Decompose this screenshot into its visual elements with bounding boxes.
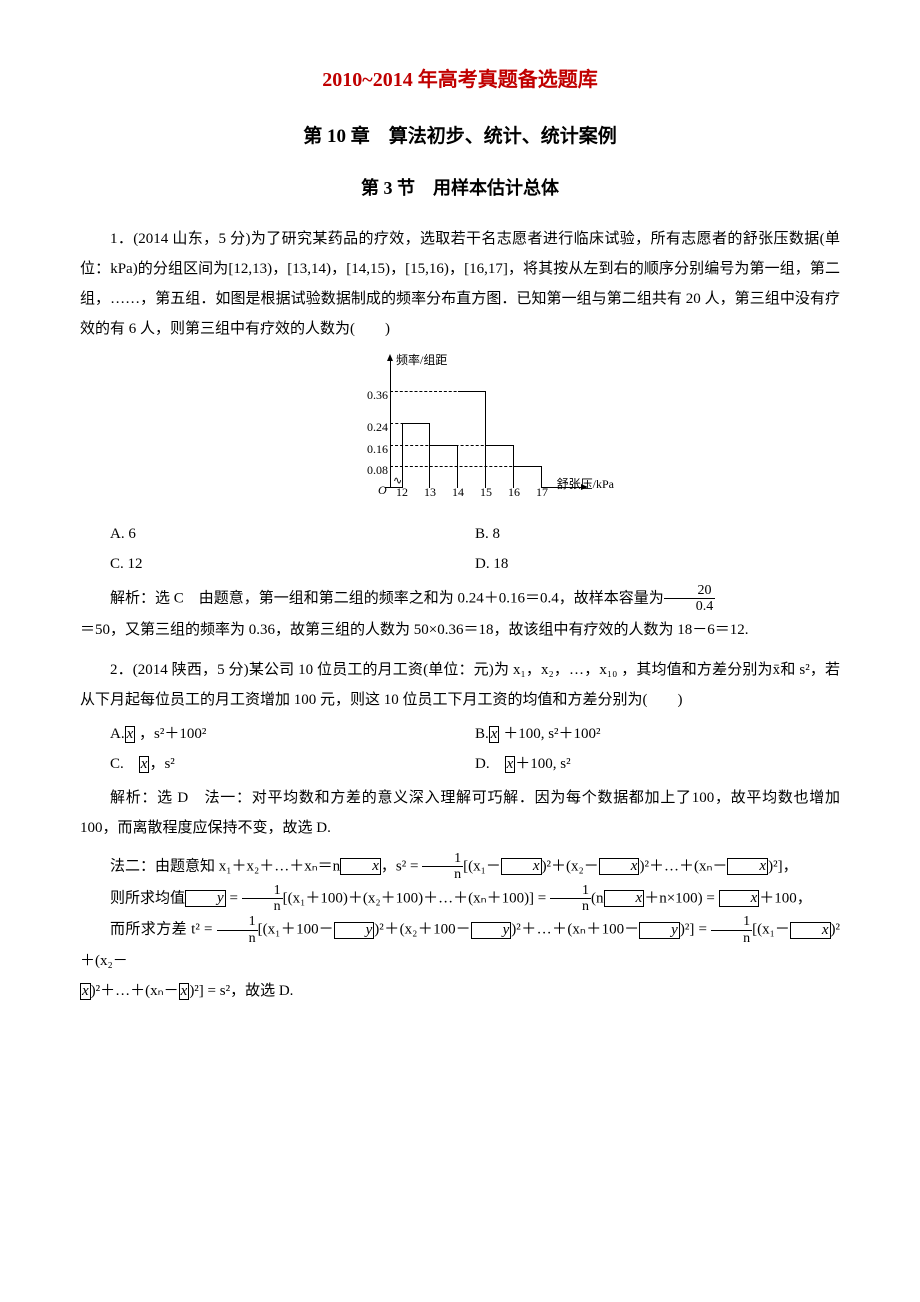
- q1-explain-a: 解析：选 C 由题意，第一组和第二组的频率之和为 0.24＋0.16＝0.4，故…: [110, 590, 664, 606]
- q2-choice-b: B.x ＋100, s²＋100²: [475, 719, 840, 749]
- frac-20-04: 200.4: [664, 583, 716, 615]
- q2-method2-line3: 而所求方差 t² = 1n[(x₁＋100－y)²＋(x₂＋100－y)²＋…＋…: [80, 914, 840, 976]
- q1-choice-d: D. 18: [475, 549, 840, 579]
- q2-choice-c: C. x，s²: [110, 749, 475, 779]
- q1-explain: 解析：选 C 由题意，第一组和第二组的频率之和为 0.24＋0.16＝0.4，故…: [80, 583, 840, 615]
- q1-choice-a: A. 6: [110, 519, 475, 549]
- main-title: 2010~2014 年高考真题备选题库: [80, 60, 840, 100]
- q1-choice-c: C. 12: [110, 549, 475, 579]
- q1-choice-b: B. 8: [475, 519, 840, 549]
- section-title: 第 3 节 用样本估计总体: [80, 170, 840, 206]
- q1-stem: 1．(2014 山东，5 分)为了研究某药品的疗效，选取若干名志愿者进行临床试验…: [80, 224, 840, 344]
- q1-choices: A. 6 B. 8 C. 12 D. 18: [110, 519, 840, 579]
- q2-method2-line1: 法二：由题意知 x₁＋x₂＋…＋xₙ＝nx，s² = 1n[(x₁－x)²＋(x…: [80, 851, 840, 883]
- q2-method2-line4: x)²＋…＋(xₙ－x)²] = s²，故选 D.: [80, 976, 840, 1006]
- q2-choice-d: D. x＋100, s²: [475, 749, 840, 779]
- q2-stem: 2．(2014 陕西，5 分)某公司 10 位员工的月工资(单位：元)为 x₁，…: [80, 655, 840, 715]
- q1-histogram: 频率/组距舒张压/kPaO∿0.080.160.240.361213141516…: [80, 352, 840, 513]
- q2-choices: A.x ，s²＋100² B.x ＋100, s²＋100² C. x，s² D…: [110, 719, 840, 779]
- chapter-title: 第 10 章 算法初步、统计、统计案例: [80, 118, 840, 156]
- q1-explain-b: ＝50，又第三组的频率为 0.36，故第三组的人数为 50×0.36＝18，故该…: [80, 615, 840, 645]
- q2-explain-1: 解析：选 D 法一：对平均数和方差的意义深入理解可巧解．因为每个数据都加上了10…: [80, 783, 840, 843]
- q2-choice-a: A.x ，s²＋100²: [110, 719, 475, 749]
- q2-method2-line2: 则所求均值y = 1n[(x₁＋100)＋(x₂＋100)＋…＋(xₙ＋100)…: [80, 883, 840, 915]
